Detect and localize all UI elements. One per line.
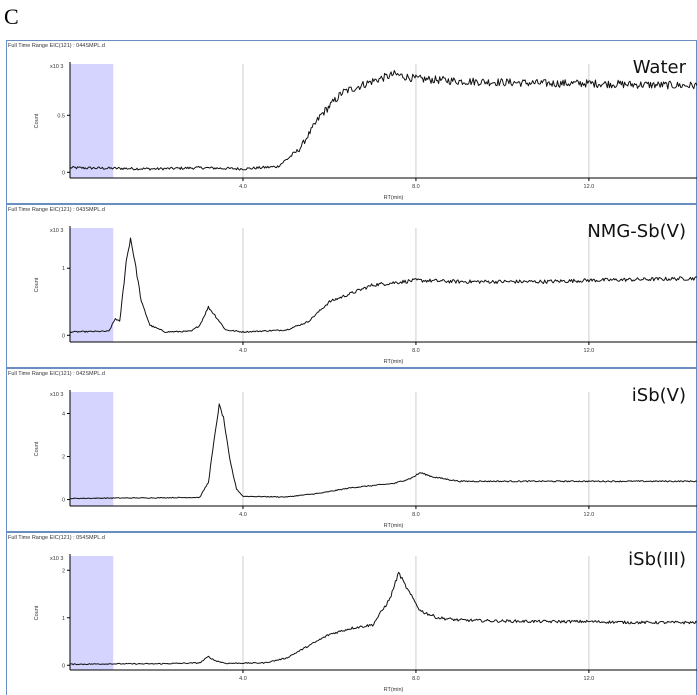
shaded-region [70, 556, 113, 670]
y-tick-label: 1 [62, 616, 65, 622]
y-tick-label: 2 [62, 568, 65, 574]
panel-header: Full Time Range EIC(121) : 043SMPL.d [8, 207, 105, 213]
y-multiplier: x10 3 [50, 64, 63, 70]
y-tick-label: 0 [62, 170, 65, 176]
sample-label: iSb(V) [632, 385, 686, 406]
y-tick-label: 0 [62, 498, 65, 504]
y-tick-label: 2 [62, 455, 65, 461]
x-tick-label: 12.0 [584, 676, 595, 682]
x-axis-label: RT(min) [384, 195, 404, 201]
shaded-region [70, 392, 113, 506]
y-multiplier: x10 3 [50, 228, 63, 234]
y-axis-label: Count [34, 605, 40, 620]
y-multiplier: x10 3 [50, 392, 63, 398]
shaded-region [70, 228, 113, 342]
panel-2: Full Time Range EIC(121) : 043SMPL.d 0 1 4.… [7, 205, 697, 368]
x-tick-label: 8.0 [412, 676, 420, 682]
series-line [70, 238, 697, 333]
series-line [70, 404, 697, 499]
x-tick-label: 8.0 [412, 512, 420, 518]
panel-4: Full Time Range EIC(121) : 054SMPL.d 0 1 2 4… [7, 533, 697, 695]
x-tick-label: 4.0 [239, 348, 247, 354]
x-tick-label: 4.0 [239, 676, 247, 682]
y-tick-label: 0.5 [57, 113, 65, 119]
y-axis-label: Count [34, 441, 40, 456]
y-tick-label: 1 [62, 266, 65, 272]
x-tick-label: 4.0 [239, 184, 247, 190]
sample-label: Water [633, 57, 687, 78]
y-axis-label: Count [34, 277, 40, 292]
series-line [70, 572, 697, 664]
x-tick-label: 4.0 [239, 512, 247, 518]
panel-header: Full Time Range EIC(121) : 054SMPL.d [8, 535, 105, 541]
x-tick-label: 8.0 [412, 348, 420, 354]
panel-header: Full Time Range EIC(121) : 042SMPL.d [8, 371, 105, 377]
x-tick-label: 8.0 [412, 184, 420, 190]
y-tick-label: 0 [62, 663, 65, 669]
y-tick-label: 0 [62, 333, 65, 339]
x-axis-label: RT(min) [384, 687, 404, 693]
x-tick-label: 12.0 [584, 184, 595, 190]
x-tick-label: 12.0 [584, 512, 595, 518]
panel-header: Full Time Range EIC(121) : 044SMPL.d [8, 43, 105, 49]
series-line [70, 71, 697, 171]
x-axis-label: RT(min) [384, 359, 404, 365]
y-tick-label: 4 [62, 412, 65, 418]
panel-3: Full Time Range EIC(121) : 042SMPL.d 0 2 4 4… [7, 369, 697, 532]
y-axis-label: Count [34, 113, 40, 128]
sample-label: NMG-Sb(V) [587, 221, 686, 242]
x-tick-label: 12.0 [584, 348, 595, 354]
x-axis-label: RT(min) [384, 523, 404, 529]
y-multiplier: x10 3 [50, 556, 63, 562]
shaded-region [70, 64, 113, 178]
sample-label: iSb(III) [628, 549, 686, 570]
panel-1: Full Time Range EIC(121) : 044SMPL.d 0 0.5… [7, 41, 697, 204]
